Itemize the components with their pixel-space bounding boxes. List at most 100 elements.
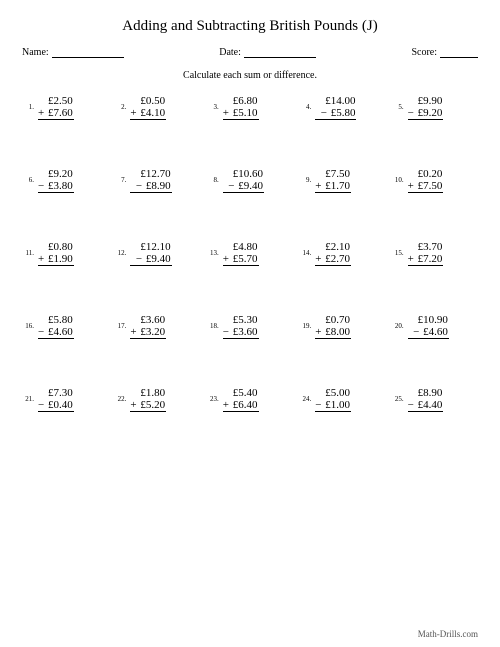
operand-b-line: +£3.20 bbox=[130, 326, 166, 339]
operand-b: £4.60 bbox=[48, 326, 73, 338]
operand-b: £7.60 bbox=[48, 107, 73, 119]
operand-b: £1.90 bbox=[48, 253, 73, 265]
problem: 14. £2.10+£2.70 bbox=[299, 241, 385, 266]
problem: 13.£4.80+£5.70 bbox=[207, 241, 293, 266]
problem-number: 15. bbox=[392, 241, 404, 257]
operand-b-line: +£4.10 bbox=[130, 107, 166, 120]
operand-b: £6.40 bbox=[233, 399, 258, 411]
operand-b: £9.40 bbox=[146, 253, 171, 265]
operand-a: £6.80 bbox=[223, 95, 259, 107]
problem-number: 8. bbox=[207, 168, 219, 184]
problem: 22.£1.80+£5.20 bbox=[114, 387, 200, 412]
problem-stack: £12.70−£8.90 bbox=[130, 168, 171, 193]
operator: + bbox=[130, 107, 140, 119]
name-label: Name: bbox=[22, 47, 49, 58]
operand-b-line: +£5.10 bbox=[223, 107, 259, 120]
operator: − bbox=[408, 107, 418, 119]
problem: 15.£3.70+£7.20 bbox=[392, 241, 478, 266]
problem-number: 16. bbox=[22, 314, 34, 330]
problem-stack: £7.50+£1.70 bbox=[315, 168, 351, 193]
operand-b-line: +£5.20 bbox=[130, 399, 166, 412]
operand-b-line: −£4.60 bbox=[408, 326, 449, 339]
operator: − bbox=[228, 180, 238, 192]
operand-a: £8.90 bbox=[408, 387, 444, 399]
problem-number: 9. bbox=[299, 168, 311, 184]
problem-number: 25. bbox=[392, 387, 404, 403]
operand-a: £5.30 bbox=[223, 314, 259, 326]
operand-b-line: −£1.00 bbox=[315, 399, 351, 412]
operand-a: £3.70 bbox=[408, 241, 444, 253]
operand-b-line: +£1.70 bbox=[315, 180, 351, 193]
operator: + bbox=[408, 180, 418, 192]
problem-number: 6. bbox=[22, 168, 34, 184]
problem-number: 23. bbox=[207, 387, 219, 403]
operator: + bbox=[130, 326, 140, 338]
problem-stack: £5.30−£3.60 bbox=[223, 314, 259, 339]
problem-stack: £8.90−£4.40 bbox=[408, 387, 444, 412]
operand-b-line: −£4.60 bbox=[38, 326, 74, 339]
problem-stack: £5.40+£6.40 bbox=[223, 387, 259, 412]
operator: + bbox=[315, 326, 325, 338]
date-blank[interactable] bbox=[244, 49, 316, 58]
operand-b-line: −£3.80 bbox=[38, 180, 74, 193]
operator: − bbox=[315, 399, 325, 411]
operand-a: £2.10 bbox=[315, 241, 351, 253]
operand-b-line: +£1.90 bbox=[38, 253, 74, 266]
operand-a: £9.20 bbox=[38, 168, 74, 180]
problem-stack: £2.50+£7.60 bbox=[38, 95, 74, 120]
problem: 18. £5.30−£3.60 bbox=[207, 314, 293, 339]
footer-text: Math-Drills.com bbox=[418, 629, 478, 639]
problem-stack: £0.20+£7.50 bbox=[408, 168, 444, 193]
operator: − bbox=[38, 399, 48, 411]
problem-stack: £7.30−£0.40 bbox=[38, 387, 74, 412]
operand-b-line: −£9.40 bbox=[130, 253, 171, 266]
operator: − bbox=[136, 180, 146, 192]
problem-stack: £10.90−£4.60 bbox=[408, 314, 449, 339]
score-field: Score: bbox=[411, 47, 478, 58]
problem-number: 5. bbox=[392, 95, 404, 111]
problem-stack: £2.10+£2.70 bbox=[315, 241, 351, 266]
problem-number: 24. bbox=[299, 387, 311, 403]
operand-b: £4.40 bbox=[418, 399, 443, 411]
problem-stack: £9.90−£9.20 bbox=[408, 95, 444, 120]
problem-number: 21. bbox=[22, 387, 34, 403]
name-blank[interactable] bbox=[52, 49, 124, 58]
operand-b-line: −£5.80 bbox=[315, 107, 356, 120]
operand-a: £9.90 bbox=[408, 95, 444, 107]
problem-number: 14. bbox=[299, 241, 311, 257]
operand-b: £8.00 bbox=[325, 326, 350, 338]
date-label: Date: bbox=[219, 47, 241, 58]
operand-b: £4.60 bbox=[423, 326, 448, 338]
operator: − bbox=[136, 253, 146, 265]
operand-a: £0.20 bbox=[408, 168, 444, 180]
operand-a: £4.80 bbox=[223, 241, 259, 253]
problem-stack: £12.10−£9.40 bbox=[130, 241, 171, 266]
operand-b-line: +£6.40 bbox=[223, 399, 259, 412]
operator: − bbox=[223, 326, 233, 338]
problem-stack: £0.80+£1.90 bbox=[38, 241, 74, 266]
problem: 9.£7.50+£1.70 bbox=[299, 168, 385, 193]
operand-a: £3.60 bbox=[130, 314, 166, 326]
operand-b: £1.00 bbox=[325, 399, 350, 411]
problem: 4.£14.00−£5.80 bbox=[299, 95, 385, 120]
operand-b: £5.70 bbox=[233, 253, 258, 265]
operand-b-line: +£7.50 bbox=[408, 180, 444, 193]
problem: 2.£0.50+£4.10 bbox=[114, 95, 200, 120]
problem-number: 3. bbox=[207, 95, 219, 111]
operand-b: £9.40 bbox=[238, 180, 263, 192]
operand-a: £0.80 bbox=[38, 241, 74, 253]
problem-number: 10. bbox=[392, 168, 404, 184]
operand-b: £1.70 bbox=[325, 180, 350, 192]
operand-a: £5.40 bbox=[223, 387, 259, 399]
problem: 19.£0.70+£8.00 bbox=[299, 314, 385, 339]
operand-b-line: −£0.40 bbox=[38, 399, 74, 412]
operand-a: £10.60 bbox=[223, 168, 264, 180]
operand-b: £0.40 bbox=[48, 399, 73, 411]
operand-a: £0.70 bbox=[315, 314, 351, 326]
problem: 7.£12.70−£8.90 bbox=[114, 168, 200, 193]
problem: 3. £6.80+£5.10 bbox=[207, 95, 293, 120]
score-blank[interactable] bbox=[440, 49, 478, 58]
problem-number: 18. bbox=[207, 314, 219, 330]
operand-b: £3.60 bbox=[233, 326, 258, 338]
operator: − bbox=[413, 326, 423, 338]
